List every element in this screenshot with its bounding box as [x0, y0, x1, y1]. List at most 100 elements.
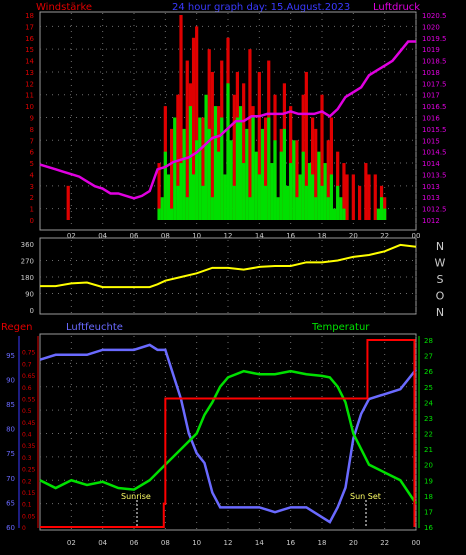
- temperature-tick: 17: [424, 508, 433, 516]
- wind-bar: [289, 163, 293, 220]
- wind-bar: [238, 106, 243, 220]
- wind-bar: [317, 151, 321, 220]
- top-left-tick: 13: [25, 69, 34, 77]
- top-right-tick: 1017: [422, 92, 440, 100]
- wind-bar: [182, 128, 186, 220]
- title-temperatur: Temperatur: [311, 322, 370, 333]
- temperature-tick: 26: [424, 368, 433, 376]
- temperature-tick: 22: [424, 431, 433, 439]
- rain-tick: 0.1: [22, 502, 32, 509]
- gust-bar: [329, 117, 333, 220]
- top-x-axis: 02 04 06 08 10 12 14 16 18 20 22 00: [67, 232, 421, 240]
- gust-bar: [364, 163, 368, 220]
- direction-grid: [40, 240, 417, 313]
- gust-bar: [295, 140, 299, 220]
- rain-tick: 0: [22, 525, 26, 532]
- x-tick: 18: [318, 232, 327, 240]
- direction-degree-tick: 0: [30, 307, 34, 315]
- x-tick: 04: [98, 232, 107, 240]
- direction-degree-tick: 360: [21, 241, 34, 249]
- wind-bar: [195, 140, 199, 220]
- x-tick: 14: [255, 539, 264, 547]
- top-left-tick: 10: [25, 103, 34, 111]
- gust-bar: [179, 15, 183, 220]
- gust-bar: [157, 163, 161, 220]
- wind-bar: [226, 83, 230, 220]
- x-tick: 00: [412, 232, 421, 240]
- gust-bar: [248, 49, 252, 220]
- wind-bar: [242, 163, 246, 220]
- rain-tick: 0.45: [22, 420, 36, 427]
- wind-bar: [295, 197, 299, 220]
- gust-bar: [345, 174, 349, 220]
- gust-bar: [185, 60, 189, 220]
- rain-tick: 0.35: [22, 443, 36, 450]
- title-date: 24 hour graph day: 15.August.2023: [172, 2, 350, 13]
- x-tick: 14: [255, 232, 264, 240]
- wind-bar: [179, 163, 183, 220]
- x-tick: 02: [67, 232, 76, 240]
- humidity-line: [39, 343, 417, 524]
- x-tick: 16: [286, 232, 295, 240]
- wind-bar: [207, 128, 211, 220]
- gust-bar: [195, 26, 199, 221]
- wind-bar: [314, 197, 318, 220]
- top-left-tick: 5: [30, 160, 34, 168]
- wind-bar: [232, 185, 236, 220]
- wind-bar: [285, 185, 290, 220]
- wind-bar: [198, 117, 202, 220]
- top-left-tick: 18: [25, 12, 34, 20]
- rain-tick: 0.65: [22, 373, 36, 380]
- rain-tick: 0.05: [22, 513, 36, 520]
- top-left-tick: 17: [25, 23, 34, 31]
- wind-bar: [329, 174, 333, 220]
- wind-bar: [279, 151, 283, 220]
- gust-bar: [201, 117, 205, 220]
- wind-bar: [304, 185, 308, 220]
- humidity-tick: 65: [6, 499, 15, 507]
- wind-bar: [248, 197, 252, 220]
- gust-bar: [257, 71, 261, 220]
- x-tick: 10: [192, 232, 201, 240]
- gust-bar: [66, 185, 70, 220]
- humidity-tick: 95: [6, 352, 15, 360]
- gust-bar: [373, 174, 377, 220]
- wind-bar: [176, 185, 180, 220]
- temperature-tick: 24: [424, 399, 433, 407]
- wind-bar: [235, 117, 239, 220]
- humidity-tick: 75: [6, 450, 15, 458]
- top-right-tick: 1013.5: [422, 171, 447, 179]
- gust-bar: [311, 117, 315, 220]
- wind-bar: [166, 174, 171, 220]
- top-left-tick: 1: [30, 206, 34, 214]
- humidity-tick: 70: [6, 475, 15, 483]
- gust-bar: [367, 174, 371, 220]
- top-left-tick: 0: [30, 217, 34, 225]
- compass-tick: W: [435, 257, 446, 270]
- top-left-tick: 3: [30, 183, 34, 191]
- top-left-tick: 16: [25, 35, 34, 43]
- rain-tick: 0.6: [22, 385, 32, 392]
- wind-bar: [220, 117, 224, 220]
- top-right-tick: 1013: [422, 194, 440, 202]
- wind-bars: [157, 83, 387, 220]
- top-left-tick: 12: [25, 80, 34, 88]
- x-tick: 08: [161, 539, 170, 547]
- x-tick: 22: [380, 232, 389, 240]
- temperature-axis: 16 17 18 19 20 21 22 23 24 25 26 27 28: [424, 337, 433, 532]
- rain-tick: 0.75: [22, 350, 36, 357]
- compass-tick: N: [436, 240, 444, 253]
- wind-bar: [276, 197, 280, 220]
- top-right-tick: 1012.5: [422, 206, 447, 214]
- sunrise-label: Sunrise: [121, 492, 151, 501]
- gust-bar: [232, 94, 236, 220]
- wind-bar: [376, 208, 380, 220]
- wind-bar: [264, 185, 268, 220]
- gust-bar: [320, 94, 324, 220]
- x-tick: 22: [380, 539, 389, 547]
- wind-bar: [217, 151, 221, 220]
- top-right-tick: 1020.5: [422, 12, 447, 20]
